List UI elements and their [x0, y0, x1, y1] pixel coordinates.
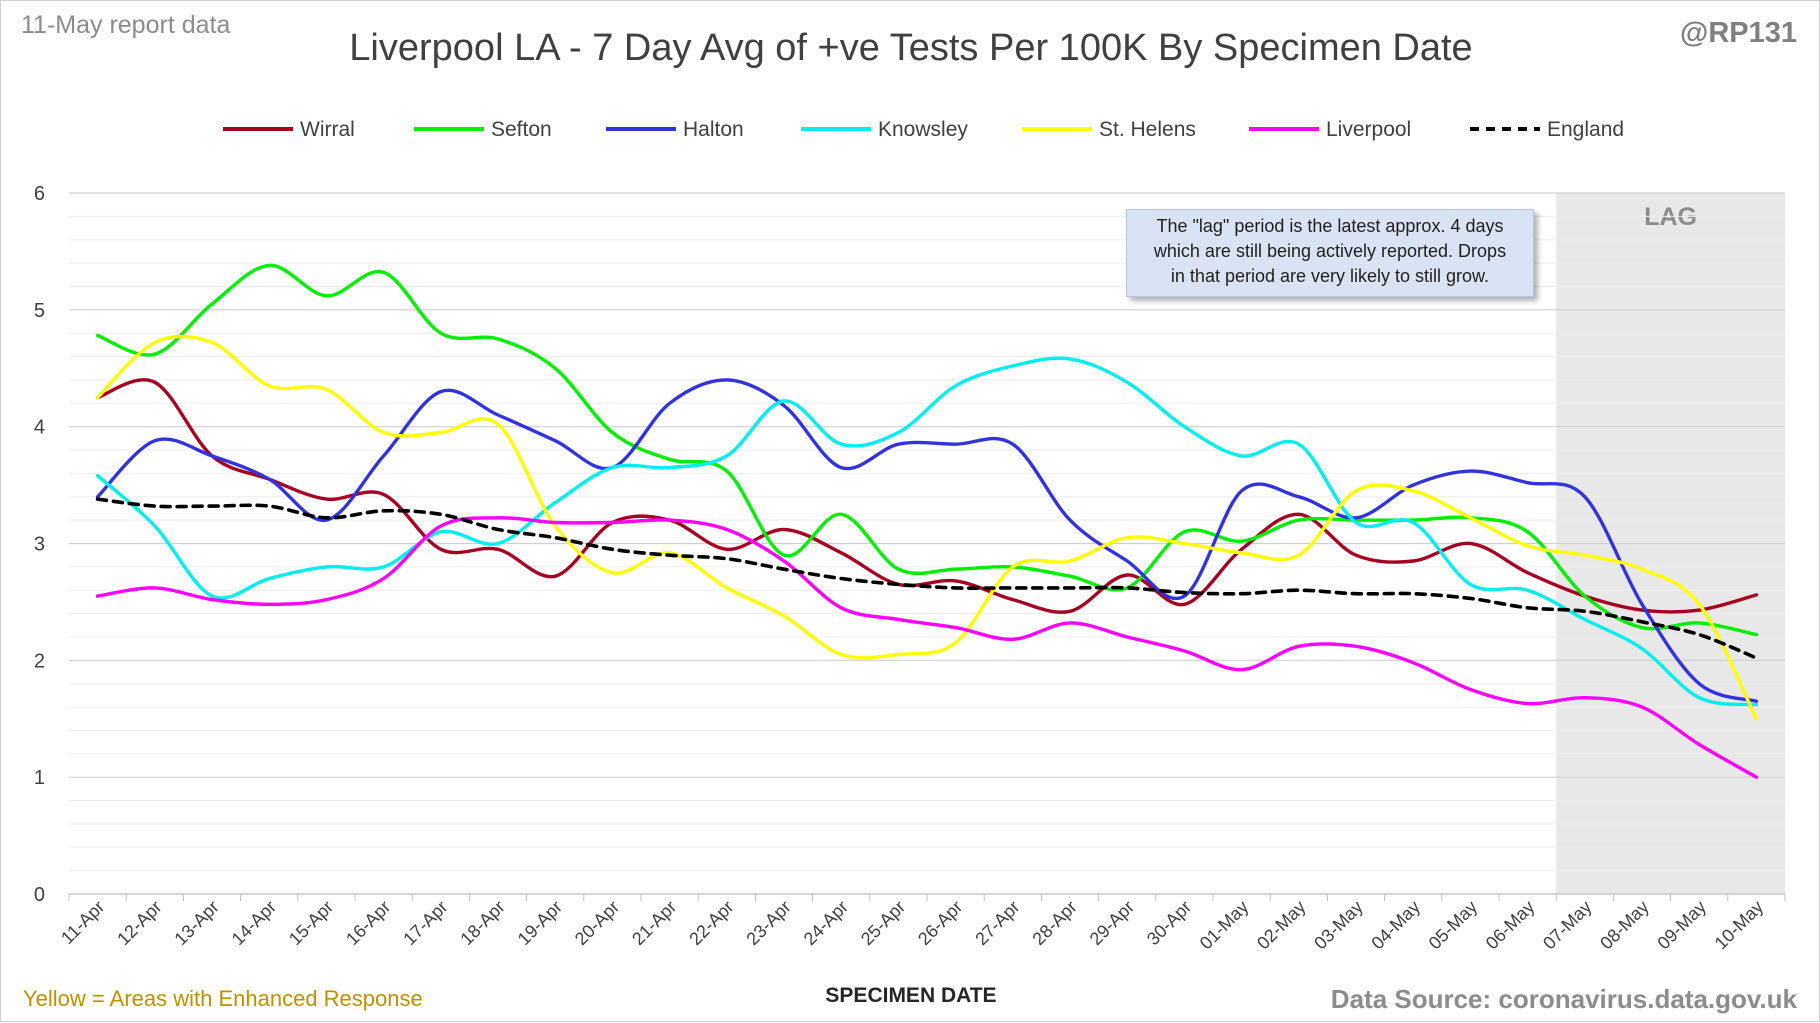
series-line-wirral — [95, 378, 1759, 614]
y-tick-label: 2 — [34, 650, 45, 672]
x-tick-label: 16-Apr — [342, 897, 394, 949]
y-tick-label: 3 — [34, 534, 45, 556]
lag-note-line: The "lag" period is the latest approx. 4… — [1156, 216, 1504, 236]
series-line-england — [95, 497, 1759, 660]
x-tick-label: 09-May — [1653, 897, 1710, 954]
x-axis-label: SPECIMEN DATE — [825, 984, 997, 1007]
legend-label: Halton — [683, 118, 744, 141]
x-tick-label: 21-Apr — [628, 897, 680, 949]
series-line-knowsley — [95, 356, 1759, 707]
x-tick-label: 25-Apr — [857, 897, 909, 949]
x-tick-label: 08-May — [1596, 897, 1653, 954]
report-date-label: 11-May report data — [21, 11, 231, 39]
legend-label: England — [1547, 118, 1624, 141]
x-tick-label: 11-Apr — [57, 897, 108, 948]
x-tick-label: 06-May — [1482, 897, 1539, 954]
x-tick-label: 22-Apr — [685, 897, 737, 949]
x-tick-label: 07-May — [1539, 897, 1596, 954]
x-tick-label: 28-Apr — [1028, 897, 1080, 949]
x-tick-label: 10-May — [1711, 897, 1768, 954]
series-line-st-helens — [95, 334, 1759, 721]
x-tick-label: 30-Apr — [1143, 897, 1195, 949]
x-tick-label: 26-Apr — [914, 897, 966, 949]
x-tick-label: 19-Apr — [514, 897, 566, 949]
legend-label: Wirral — [300, 118, 355, 141]
x-tick-label: 27-Apr — [971, 897, 1023, 949]
y-tick-label: 0 — [34, 884, 45, 906]
y-tick-label: 4 — [34, 417, 45, 439]
lag-note-line: in that period are very likely to still … — [1170, 266, 1490, 286]
x-tick-label: 23-Apr — [742, 897, 794, 949]
x-tick-label: 15-Apr — [285, 897, 337, 949]
x-tick-label: 04-May — [1367, 897, 1424, 954]
series-line-halton — [95, 378, 1759, 703]
x-tick-label: 02-May — [1253, 897, 1310, 954]
y-tick-label: 5 — [34, 300, 45, 322]
tick-labels: 0 1 2 3 4 5 6 11-Apr 12-Apr 13-Apr 14-Apr 15-Apr 16-… — [34, 183, 1767, 953]
lag-label: LAG — [1644, 203, 1697, 231]
x-tick-label: 03-May — [1310, 897, 1367, 954]
axes — [68, 893, 1786, 901]
data-source: Data Source: coronavirus.data.gov.uk — [1330, 984, 1797, 1014]
y-tick-label: 6 — [34, 183, 45, 205]
legend-label: Knowsley — [878, 118, 968, 141]
x-tick-label: 29-Apr — [1086, 897, 1138, 949]
x-tick-label: 20-Apr — [571, 897, 623, 949]
x-tick-label: 01-May — [1196, 897, 1253, 954]
x-tick-label: 13-Apr — [170, 897, 222, 949]
legend: Wirral Sefton Halton Knowsley St. Helens Live… — [223, 118, 1624, 141]
legend-label: Liverpool — [1326, 118, 1411, 141]
lag-note-box: The "lag" period is the latest approx. 4… — [1126, 209, 1534, 297]
enhanced-response-note: Yellow = Areas with Enhanced Response — [23, 986, 423, 1011]
x-tick-label: 17-Apr — [399, 897, 451, 949]
x-tick-label: 18-Apr — [456, 897, 508, 949]
legend-label: St. Helens — [1099, 118, 1196, 141]
x-tick-label: 14-Apr — [228, 897, 280, 949]
series-line-liverpool — [95, 516, 1759, 779]
x-tick-label: 05-May — [1425, 897, 1482, 954]
y-tick-label: 1 — [34, 767, 45, 789]
chart-title: Liverpool LA - 7 Day Avg of +ve Tests Pe… — [349, 27, 1473, 69]
x-tick-label: 12-Apr — [113, 897, 165, 949]
author-handle: @RP131 — [1680, 17, 1797, 49]
lag-note-line: which are still being actively reported.… — [1153, 241, 1507, 261]
series-lines — [95, 263, 1759, 779]
legend-label: Sefton — [491, 118, 552, 141]
x-tick-label: 24-Apr — [800, 897, 852, 949]
